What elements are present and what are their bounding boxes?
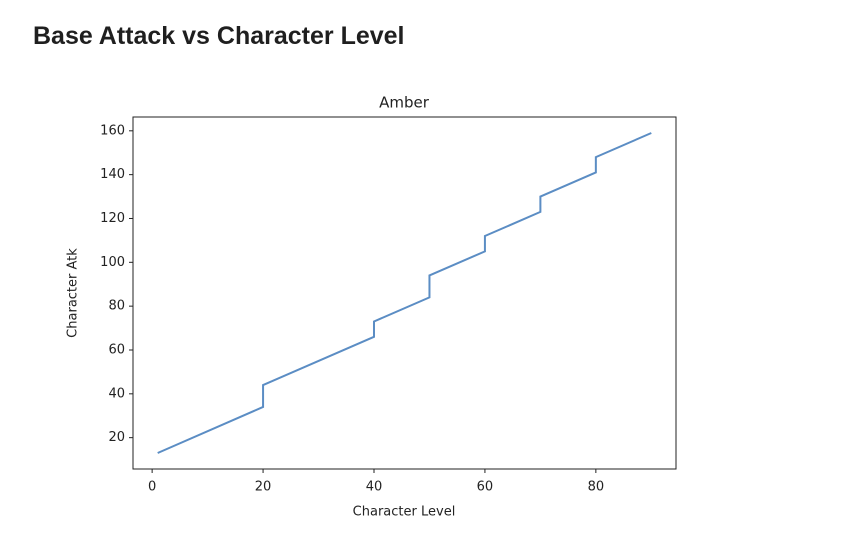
y-tick-label: 100 [100, 255, 125, 270]
y-tick-label: 80 [108, 299, 125, 314]
y-axis-label: Character Atk [66, 248, 81, 338]
page-heading: Base Attack vs Character Level [33, 22, 405, 50]
y-tick-label: 140 [100, 167, 125, 182]
y-tick-label: 40 [108, 386, 125, 401]
x-tick-label: 60 [477, 480, 494, 495]
data-line [157, 132, 652, 454]
y-tick-label: 160 [100, 123, 125, 138]
y-tick-label: 60 [108, 342, 125, 357]
x-tick-label: 40 [366, 480, 383, 495]
y-tick-label: 120 [100, 211, 125, 226]
chart-title: Amber [379, 94, 430, 112]
x-tick-label: 80 [588, 480, 605, 495]
plot-frame [132, 116, 677, 470]
y-tick-label: 20 [108, 430, 125, 445]
x-tick-label: 20 [255, 480, 272, 495]
x-tick-label: 0 [148, 480, 156, 495]
x-axis-label: Character Level [353, 505, 456, 520]
